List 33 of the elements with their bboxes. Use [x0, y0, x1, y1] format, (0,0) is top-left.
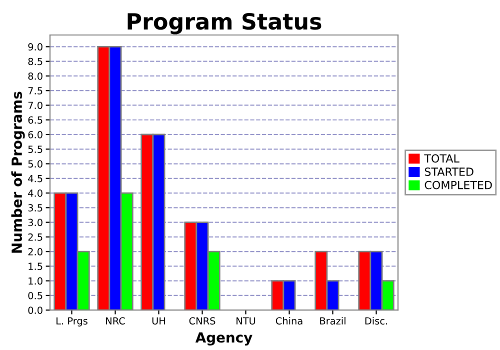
y-tick-label: 6.5: [28, 116, 42, 124]
y-tick-label: 0.0: [28, 306, 42, 314]
y-tick-label: 2.0: [28, 248, 42, 256]
x-tick-label: Disc.: [365, 317, 388, 325]
x-tick-label: NTU: [236, 317, 256, 325]
x-tick-label: UH: [152, 317, 166, 325]
y-tick-label: 8.0: [28, 72, 42, 80]
y-tick-label: 8.5: [28, 58, 42, 66]
legend-label: COMPLETED: [424, 180, 492, 190]
y-tick-label: 9.0: [28, 43, 42, 51]
x-axis-title: Agency: [195, 332, 252, 346]
y-tick-label: 1.5: [28, 262, 42, 270]
y-tick-label: 5.0: [28, 160, 42, 168]
x-tick-label: L. Prgs: [56, 317, 88, 326]
legend-label: TOTAL: [424, 154, 460, 163]
y-tick-label: 0.5: [28, 292, 42, 300]
y-tick-label: 2.5: [28, 233, 42, 241]
y-tick-label: 3.5: [28, 204, 42, 212]
y-tick-label: 4.5: [28, 175, 42, 182]
y-tick-label: 3.0: [28, 218, 42, 226]
chart-title: Program Status: [128, 12, 322, 34]
x-tick-label: NRC: [106, 317, 125, 325]
y-tick-label: 5.5: [28, 146, 42, 153]
y-tick-label: 7.0: [28, 102, 42, 110]
y-tick-label: 4.0: [28, 190, 42, 197]
legend-label: STARTED: [424, 168, 474, 176]
y-axis-title: Number of Programs: [11, 92, 25, 253]
x-tick-label: Brazil: [320, 317, 346, 325]
y-tick-label: 1.0: [28, 277, 42, 285]
x-tick-label: CNRS: [189, 317, 216, 325]
x-tick-label: China: [276, 317, 302, 325]
y-tick-label: 7.5: [28, 87, 42, 94]
y-tick-label: 6.0: [28, 130, 42, 138]
